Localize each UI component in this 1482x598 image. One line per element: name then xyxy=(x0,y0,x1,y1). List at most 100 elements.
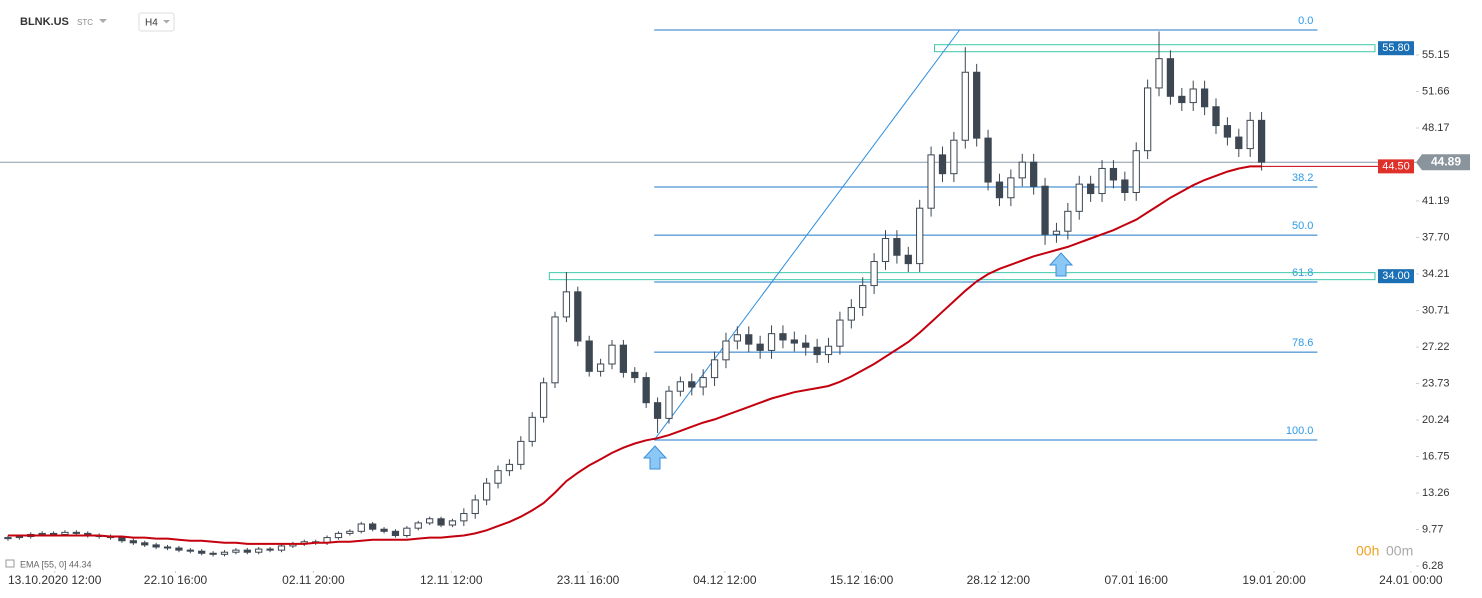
x-tick-label: 24.01 00:00 xyxy=(1379,573,1443,587)
candle-body xyxy=(642,377,650,404)
x-tick-label: 19.01 20:00 xyxy=(1242,573,1306,587)
candle-body xyxy=(129,540,137,544)
candle-body xyxy=(175,547,183,551)
candle-body xyxy=(1189,88,1197,104)
candle-body xyxy=(414,522,422,529)
candle-body xyxy=(460,513,468,522)
candle-body xyxy=(722,340,730,361)
x-tick-label: 23.11 16:00 xyxy=(557,573,620,587)
arrow-up xyxy=(1048,252,1074,277)
candle-body xyxy=(141,542,149,546)
candle-body xyxy=(779,333,787,341)
candle-body xyxy=(881,238,890,263)
candle-body xyxy=(710,359,719,379)
candle-body xyxy=(802,342,810,348)
candle-body xyxy=(1200,88,1209,108)
candle-body xyxy=(733,334,741,342)
y-tick-label: 30.71 xyxy=(1422,304,1450,316)
candle-body xyxy=(118,537,126,542)
candle-body xyxy=(232,549,240,553)
candle-body xyxy=(448,520,457,526)
candle-body xyxy=(1109,167,1118,181)
candle-body xyxy=(1178,95,1186,104)
candle-body xyxy=(1121,179,1129,194)
ema-line xyxy=(8,165,1262,545)
candle-body xyxy=(243,549,251,553)
fib-label: 50.0 xyxy=(1292,220,1313,232)
candle-body xyxy=(277,545,286,551)
y-tick-label: 9.77 xyxy=(1422,523,1443,535)
candle-body xyxy=(72,531,80,534)
candle-body xyxy=(334,532,343,539)
candle-body xyxy=(574,291,582,342)
dropdown-arrow[interactable] xyxy=(163,20,170,24)
candle-body xyxy=(255,548,263,553)
legend-icon[interactable] xyxy=(5,559,15,568)
candle-body xyxy=(859,285,867,309)
candle-body xyxy=(505,463,514,472)
candle-body xyxy=(745,334,753,345)
y-tick-label: 13.26 xyxy=(1422,487,1450,499)
y-tick-label: 27.22 xyxy=(1422,341,1450,353)
candle-body xyxy=(973,71,981,139)
dropdown-arrow[interactable] xyxy=(99,19,107,23)
candle-body xyxy=(995,181,1004,199)
fib-label: 38.2 xyxy=(1292,172,1313,184)
market: STC xyxy=(77,18,93,27)
candle-body xyxy=(380,528,388,532)
candle-body xyxy=(665,390,673,419)
x-tick-label: 02.11 20:00 xyxy=(282,573,345,587)
candle-body xyxy=(950,139,958,175)
candle-body xyxy=(585,340,593,372)
fib-label: 78.6 xyxy=(1292,337,1313,349)
fib-label: 100.0 xyxy=(1286,425,1314,437)
candle-body xyxy=(539,382,548,418)
current-price-tag: 44.89 xyxy=(1431,154,1461,168)
candle-body xyxy=(1257,119,1266,163)
candle-body xyxy=(893,238,901,256)
candle-body xyxy=(391,530,400,536)
candle-body xyxy=(904,254,912,265)
x-tick-label: 15.12 16:00 xyxy=(830,573,894,587)
candle-body xyxy=(1030,161,1038,187)
candle-body xyxy=(1098,167,1106,195)
y-tick-label: 51.66 xyxy=(1422,85,1450,97)
candle-body xyxy=(152,544,160,548)
countdown-minutes: 00m xyxy=(1386,543,1413,559)
candle-body xyxy=(186,549,194,552)
candle-body xyxy=(1212,106,1220,127)
zone xyxy=(934,44,1376,53)
candle-body xyxy=(4,537,12,540)
x-tick-label: 13.10.2020 12:00 xyxy=(8,573,102,587)
candle-body xyxy=(346,530,354,534)
candle-body xyxy=(482,482,491,501)
x-tick-label: 12.11 12:00 xyxy=(420,573,483,587)
candle-body xyxy=(1064,210,1072,232)
candle-body xyxy=(61,531,69,535)
candle-body xyxy=(984,137,992,183)
candle-body xyxy=(517,440,525,465)
candle-body xyxy=(494,470,502,484)
candle-body xyxy=(220,551,229,555)
candle-body xyxy=(266,548,274,551)
candle-body xyxy=(938,154,947,175)
interval-select[interactable] xyxy=(138,12,175,32)
y-tick-label: 6.28 xyxy=(1422,560,1443,572)
candle-body xyxy=(209,552,217,555)
candle-body xyxy=(870,261,878,287)
interval[interactable]: H4 xyxy=(145,18,158,29)
zone xyxy=(548,272,1376,281)
y-tick-label: 34.21 xyxy=(1422,268,1450,280)
candle-body xyxy=(916,207,924,265)
candle-body xyxy=(824,345,833,356)
candle-body xyxy=(790,339,798,344)
candle-body xyxy=(1155,58,1163,89)
candle-body xyxy=(471,499,479,515)
arrow-up xyxy=(642,445,668,470)
symbol[interactable]: BLNK.US xyxy=(20,16,69,28)
candle-body xyxy=(551,316,559,384)
candle-body xyxy=(369,523,377,530)
candle-body xyxy=(608,344,616,365)
candle-body xyxy=(38,532,46,535)
